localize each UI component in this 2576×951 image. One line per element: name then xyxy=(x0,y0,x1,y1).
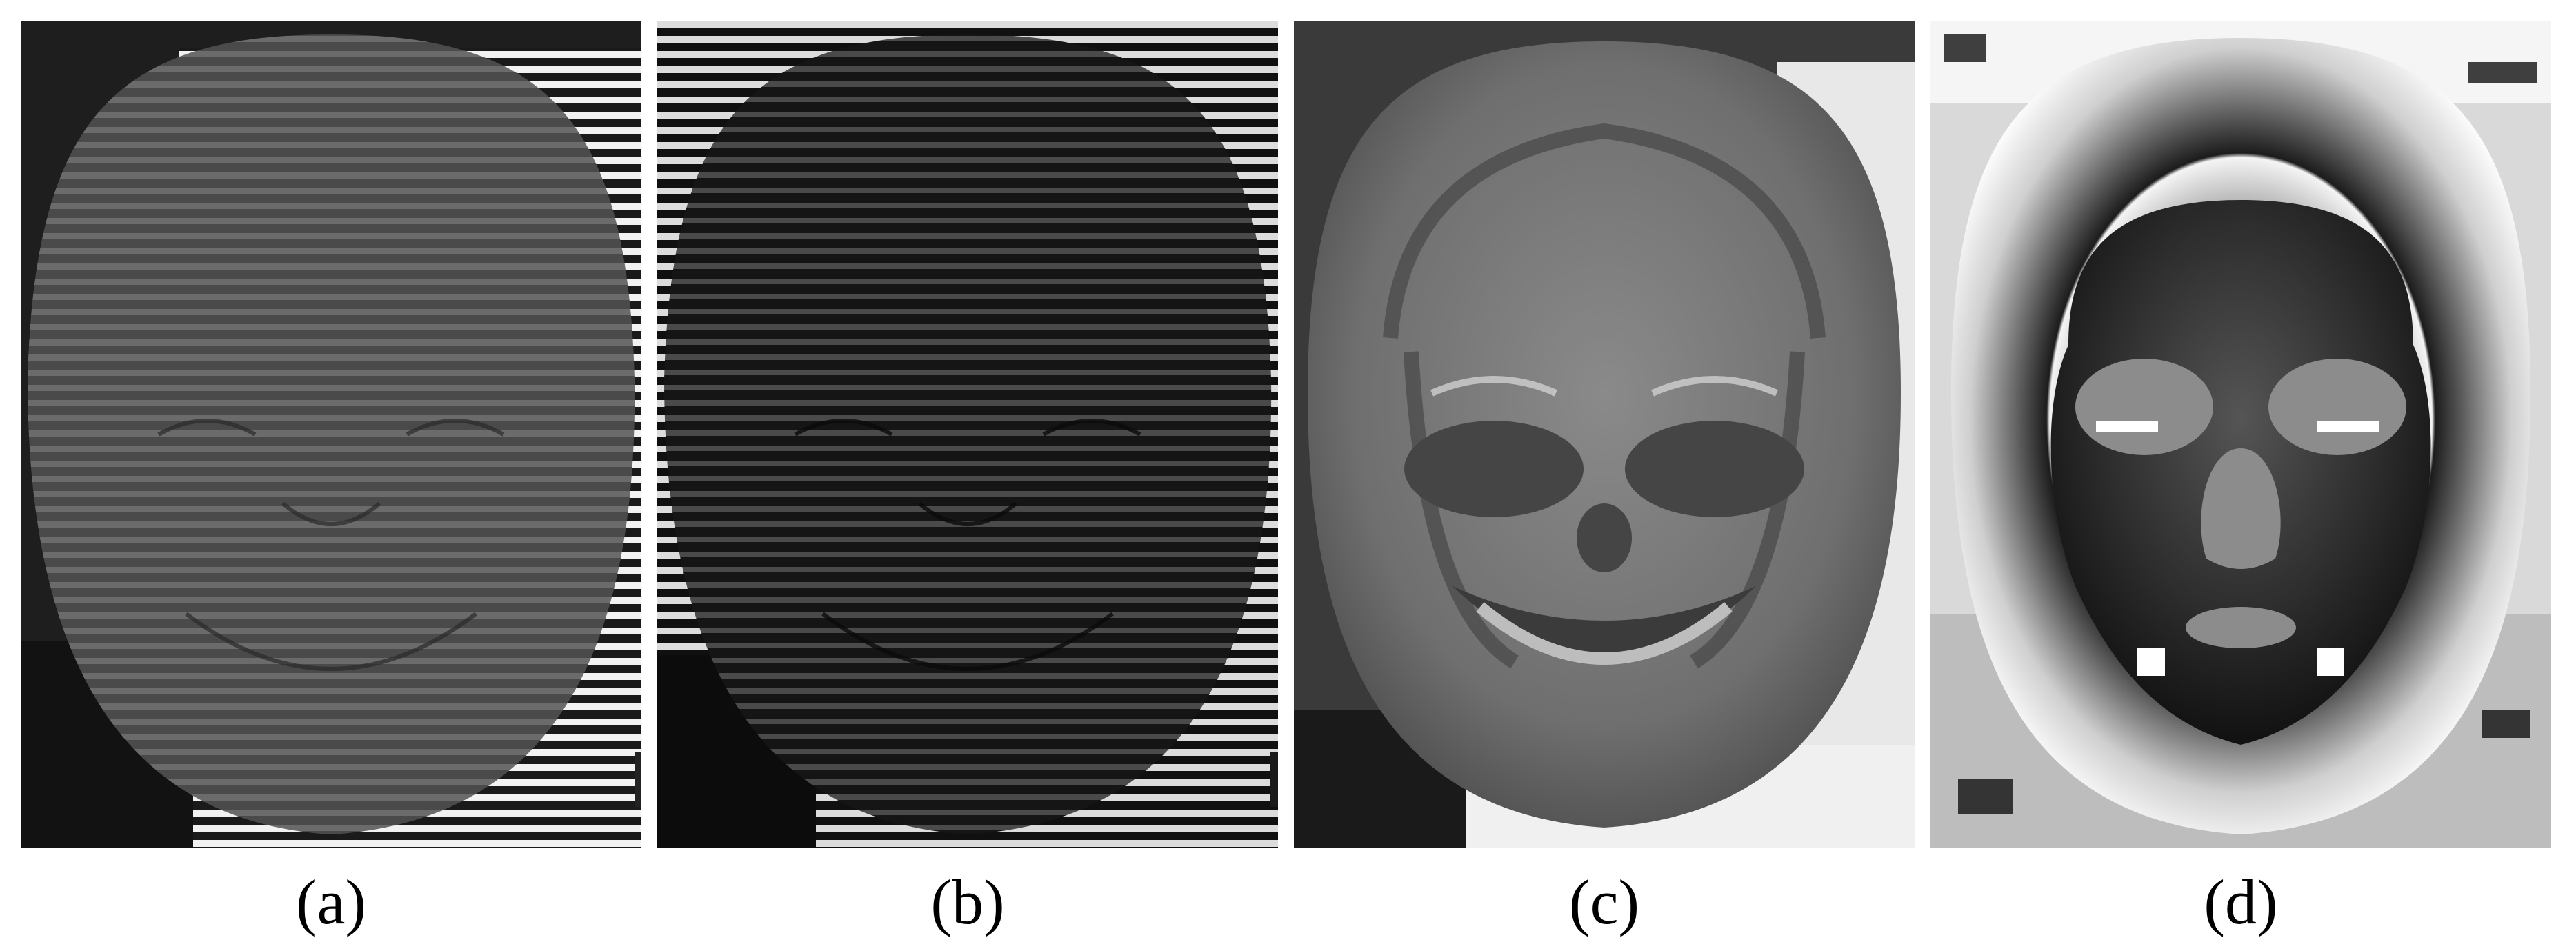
panel-d-phase-image xyxy=(1930,21,2551,848)
panel-b-caption: (b) xyxy=(930,867,1005,937)
fringe-mask-image-a xyxy=(21,21,641,848)
panel-a-caption: (a) xyxy=(295,867,367,937)
panel-c-texture-image xyxy=(1294,21,1915,848)
panel-d-caption: (d) xyxy=(2204,867,2278,937)
texture-mask-image xyxy=(1294,21,1915,848)
panel-c-caption: (c) xyxy=(1568,867,1640,937)
panel-b-fringe-image xyxy=(657,21,1278,848)
fringe-mask-image-b xyxy=(657,21,1278,848)
wrapped-phase-image xyxy=(1930,21,2551,848)
panel-a-fringe-image xyxy=(21,21,641,848)
